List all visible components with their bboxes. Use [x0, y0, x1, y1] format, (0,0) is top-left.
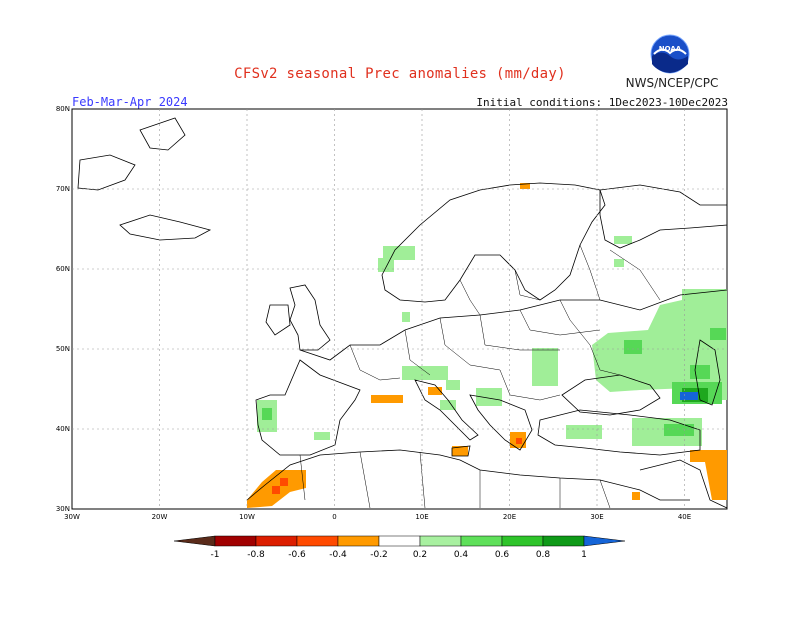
legend-swatch [255, 535, 298, 547]
lat-label: 30N [56, 505, 70, 513]
legend-arrow-high [583, 535, 626, 547]
legend-swatch [296, 535, 339, 547]
anomaly-cell [378, 258, 394, 272]
anomaly-cell [614, 259, 624, 267]
anomaly-cells [247, 183, 727, 508]
anomaly-cell [428, 387, 442, 395]
legend-label: 1 [581, 550, 587, 560]
lon-label: 10E [415, 513, 428, 521]
agency-label: NWS/NCEP/CPC [625, 76, 719, 90]
anomaly-cell [272, 486, 280, 494]
country-borders [299, 244, 661, 509]
noaa-logo: NOAA [650, 34, 690, 74]
chart-title: CFSv2 seasonal Prec anomalies (mm/day) [234, 66, 566, 82]
anomaly-cell [632, 492, 640, 500]
legend-arrow-low [173, 535, 216, 547]
lat-label: 70N [56, 185, 70, 193]
anomaly-cell [402, 366, 448, 380]
legend-label: 0.6 [495, 550, 510, 560]
anomaly-cell [710, 328, 726, 340]
map-frame [71, 108, 728, 510]
lon-label: 20E [503, 513, 516, 521]
legend-labels: -1 -0.8 -0.6 -0.4 -0.2 0.2 0.4 0.6 0.8 1 [211, 550, 587, 560]
legend-swatch [542, 535, 585, 547]
noaa-logo-text: NOAA [659, 45, 682, 53]
initial-conditions-label: Initial conditions: 1Dec2023-10Dec2023 [476, 96, 728, 109]
anomaly-cell [452, 446, 468, 456]
anomaly-cell [664, 424, 694, 436]
legend-label: 0.2 [413, 550, 427, 560]
season-label: Feb-Mar-Apr 2024 [72, 95, 188, 109]
anomaly-cell [566, 425, 602, 439]
legend-label: 0.8 [536, 550, 551, 560]
legend-label: -0.4 [329, 550, 347, 560]
legend-label: 0.4 [454, 550, 469, 560]
anomaly-cell [532, 348, 558, 386]
anomaly-cell [476, 388, 502, 406]
legend-swatch [419, 535, 462, 547]
lat-label: 50N [56, 345, 70, 353]
legend-swatch [337, 535, 380, 547]
legend-swatch [214, 535, 257, 547]
lon-label: 40E [678, 513, 691, 521]
anomaly-cell [371, 395, 403, 403]
lat-label: 40N [56, 425, 70, 433]
anomaly-cell [680, 392, 698, 400]
lon-label: 30W [64, 513, 80, 521]
lon-label: 30E [590, 513, 603, 521]
lon-label: 20W [152, 513, 168, 521]
graticule [72, 109, 727, 509]
anomaly-cell [446, 380, 460, 390]
legend-bar [173, 535, 626, 547]
anomaly-cell [262, 408, 272, 420]
anomaly-region [690, 450, 727, 500]
legend-label: -0.6 [288, 550, 306, 560]
legend-label: -1 [211, 550, 220, 560]
legend-swatch [460, 535, 503, 547]
legend-label: -0.2 [370, 550, 388, 560]
anomaly-cell [280, 478, 288, 486]
legend-swatch [378, 535, 421, 547]
anomaly-cell [520, 183, 530, 189]
lat-label: 60N [56, 265, 70, 273]
anomaly-cell [314, 432, 330, 440]
anomaly-cell [516, 438, 522, 444]
legend-label: -0.8 [247, 550, 265, 560]
anomaly-cell [614, 236, 632, 244]
lon-label: 10W [239, 513, 255, 521]
lon-label: 0 [332, 513, 336, 521]
legend-swatch [501, 535, 544, 547]
anomaly-cell [624, 340, 642, 354]
lat-label: 80N [56, 105, 70, 113]
anomaly-cell [402, 312, 410, 322]
anomaly-cell [440, 400, 456, 410]
anomaly-cell [383, 246, 415, 260]
